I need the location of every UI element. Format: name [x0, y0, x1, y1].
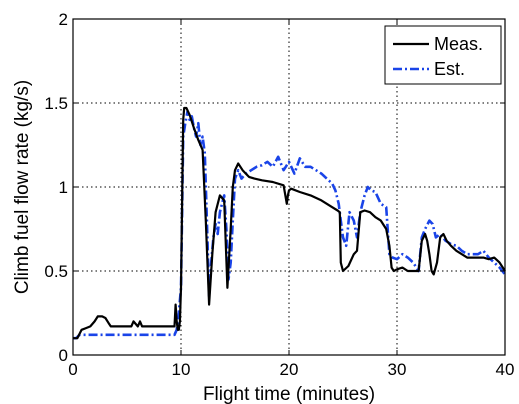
- y-tick-label: 2: [59, 10, 68, 29]
- x-tick-label: 40: [496, 360, 515, 379]
- legend-label-meas: Meas.: [434, 34, 483, 54]
- x-tick-label: 20: [280, 360, 299, 379]
- y-axis-label: Climb fuel flow rate (kg/s): [12, 80, 33, 294]
- legend-label-est: Est.: [434, 59, 465, 79]
- x-axis-label: Flight time (minutes): [203, 384, 375, 404]
- x-tick-label: 0: [68, 360, 77, 379]
- x-tick-label: 30: [388, 360, 407, 379]
- axis-ticks: 0 10 20 30 40 0 0.5 1 1.5 2: [44, 10, 514, 379]
- series-layer: [73, 106, 507, 340]
- y-tick-label: 1.5: [44, 94, 68, 113]
- y-tick-label: 0.5: [44, 262, 68, 281]
- series-line-meas: [73, 106, 506, 340]
- y-tick-label: 1: [59, 178, 68, 197]
- legend: Meas. Est.: [384, 25, 502, 85]
- grid: [73, 19, 505, 355]
- x-tick-label: 10: [172, 360, 191, 379]
- y-tick-label: 0: [59, 346, 68, 365]
- legend-box: [384, 25, 502, 85]
